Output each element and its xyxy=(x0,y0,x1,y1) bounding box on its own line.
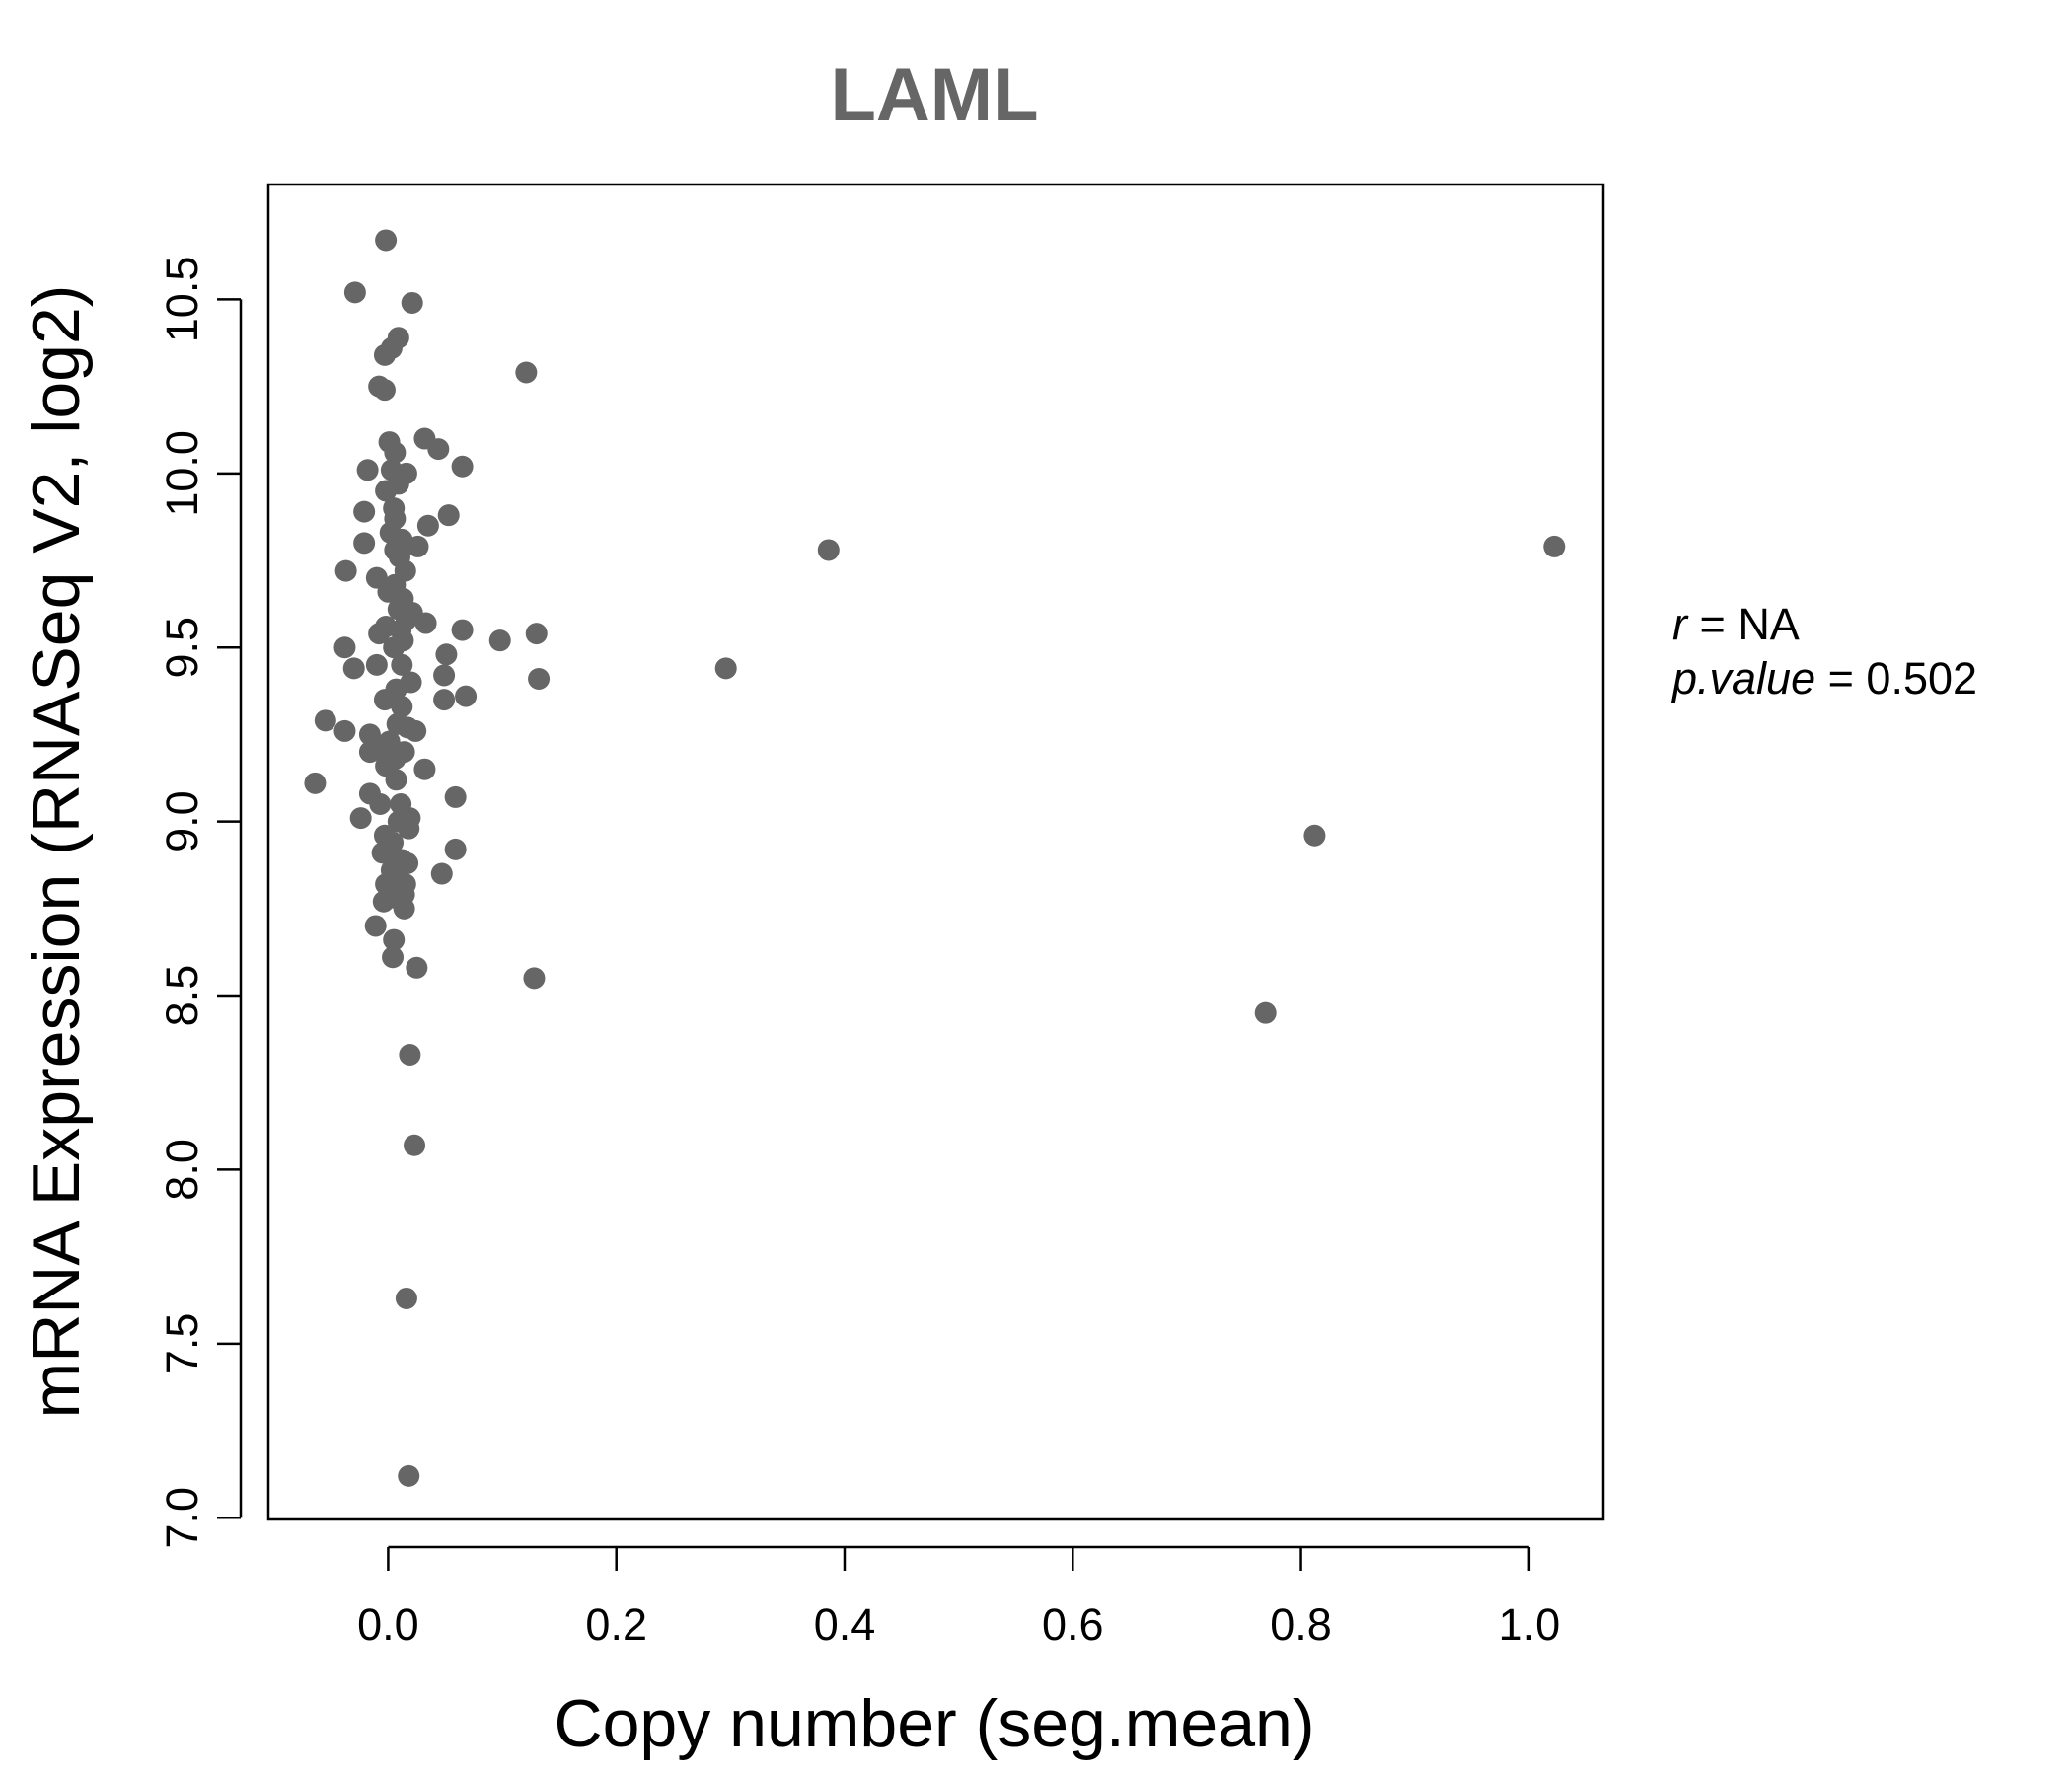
data-point xyxy=(391,696,413,718)
data-point xyxy=(353,500,376,523)
plot-frame xyxy=(266,183,1605,1521)
data-point xyxy=(528,667,551,690)
data-point xyxy=(304,772,327,794)
y-tick-label: 8.0 xyxy=(157,1139,207,1201)
data-point xyxy=(333,719,356,742)
x-tick-label: 0.8 xyxy=(1270,1599,1332,1650)
data-point xyxy=(334,559,357,582)
data-point xyxy=(373,343,396,366)
data-point xyxy=(401,291,423,314)
y-tick-label: 7.0 xyxy=(157,1487,207,1549)
r-value: NA xyxy=(1738,599,1800,649)
data-point xyxy=(1303,824,1326,847)
data-point xyxy=(427,438,450,461)
data-point xyxy=(413,758,436,780)
data-point xyxy=(349,807,372,830)
data-point xyxy=(369,792,392,815)
data-point xyxy=(383,928,406,951)
data-point xyxy=(353,532,376,555)
r-label: r xyxy=(1672,599,1689,649)
data-point xyxy=(399,1044,421,1067)
data-point xyxy=(435,643,458,666)
data-point xyxy=(371,842,394,864)
data-point xyxy=(416,514,439,537)
data-point xyxy=(523,967,546,990)
data-point xyxy=(404,1134,426,1156)
data-point xyxy=(391,653,413,676)
data-point xyxy=(488,629,511,652)
p-value: 0.502 xyxy=(1866,653,1977,703)
data-point xyxy=(414,612,437,634)
x-tick-label: 0.0 xyxy=(357,1599,419,1650)
x-tick-label: 0.2 xyxy=(585,1599,647,1650)
data-point xyxy=(437,504,460,527)
data-point xyxy=(333,636,356,659)
data-points xyxy=(304,229,1566,1487)
data-point xyxy=(364,915,387,937)
x-axis: 0.0 0.2 0.4 0.6 0.8 1.0 xyxy=(357,1545,1561,1650)
data-point xyxy=(385,769,407,791)
data-point xyxy=(373,689,396,711)
data-point xyxy=(383,636,406,659)
p-label: p.value xyxy=(1670,653,1815,703)
data-point xyxy=(817,539,840,561)
data-point xyxy=(455,685,478,707)
data-point xyxy=(430,862,453,885)
data-point xyxy=(395,1287,417,1309)
data-point xyxy=(365,653,388,676)
data-point xyxy=(433,664,456,687)
data-point xyxy=(515,361,538,384)
data-point xyxy=(398,1464,420,1487)
data-point xyxy=(1543,535,1566,557)
data-point xyxy=(384,441,407,464)
data-point xyxy=(356,459,379,481)
data-point xyxy=(405,719,427,742)
data-point xyxy=(372,890,395,913)
y-tick-label: 10.5 xyxy=(157,257,207,343)
data-point xyxy=(714,657,737,680)
data-point xyxy=(433,689,456,711)
y-axis-label: mRNA Expression (RNASeq V2, log2) xyxy=(19,285,94,1419)
data-point xyxy=(375,480,398,502)
data-point xyxy=(1254,1001,1277,1024)
chart-title: LAML xyxy=(830,53,1038,137)
x-tick-label: 0.6 xyxy=(1042,1599,1104,1650)
x-tick-label: 0.4 xyxy=(814,1599,876,1650)
data-point xyxy=(314,709,336,732)
data-point xyxy=(451,455,474,478)
data-point xyxy=(406,956,428,979)
data-point xyxy=(398,817,420,840)
data-point xyxy=(525,623,548,645)
y-tick-label: 8.5 xyxy=(157,965,207,1027)
data-point xyxy=(375,229,398,252)
data-point xyxy=(373,379,396,402)
data-point xyxy=(342,657,365,680)
y-axis: 7.0 7.5 8.0 8.5 9.0 9.5 10.0 10.5 xyxy=(157,257,243,1549)
data-point xyxy=(343,281,366,304)
x-axis-label: Copy number (seg.mean) xyxy=(554,1686,1314,1761)
y-tick-label: 9.5 xyxy=(157,617,207,679)
correlation-annotation: r = NA xyxy=(1672,599,1800,649)
data-point xyxy=(393,897,415,920)
x-tick-label: 1.0 xyxy=(1499,1599,1561,1650)
data-point xyxy=(382,946,405,969)
y-tick-label: 7.5 xyxy=(157,1313,207,1375)
y-tick-label: 9.0 xyxy=(157,790,207,852)
data-point xyxy=(444,785,467,808)
data-point xyxy=(451,619,474,641)
r-equals: = xyxy=(1700,599,1739,649)
p-equals: = xyxy=(1828,653,1867,703)
p-value-annotation: p.value = 0.502 xyxy=(1670,653,1977,703)
data-point xyxy=(358,741,381,764)
data-point xyxy=(368,623,391,645)
data-point xyxy=(407,535,429,557)
data-point xyxy=(444,838,467,860)
y-tick-label: 10.0 xyxy=(157,430,207,517)
